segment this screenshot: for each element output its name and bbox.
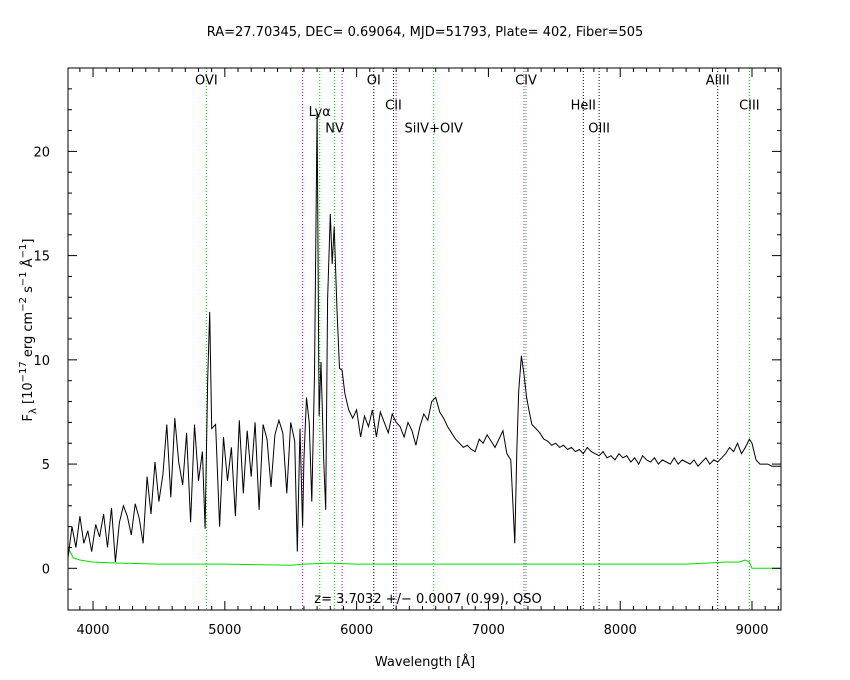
y-axis-label: Fλ [10−17 erg cm−2 s−1 Å−1] <box>18 239 39 422</box>
x-tick-label: 6000 <box>340 623 373 638</box>
error-series <box>67 547 781 569</box>
redshift-annotation: z= 3.7032 +/− 0.0007 (0.99), QSO <box>314 592 541 607</box>
x-tick-label: 7000 <box>472 623 505 638</box>
y-label-part: −17 <box>18 361 29 382</box>
y-label-part: ] <box>21 239 36 244</box>
x-tick-label: 5000 <box>208 623 241 638</box>
line-label-aliii: AlIII <box>706 74 730 89</box>
y-tick-label: 5 <box>42 458 50 473</box>
chart-title: RA=27.70345, DEC= 0.69064, MJD=51793, Pl… <box>207 25 644 40</box>
line-label-heii: HeII <box>571 99 596 114</box>
y-label-part: Å <box>20 258 36 271</box>
plot-frame <box>67 67 782 611</box>
x-tick-label: 4000 <box>76 623 109 638</box>
line-label-nv: NV <box>325 122 344 137</box>
y-label-part: [10 <box>21 382 36 408</box>
y-label-part: erg cm <box>21 312 36 361</box>
x-tick-label: 8000 <box>604 623 637 638</box>
line-label-oi: OI <box>367 74 381 89</box>
y-label-part: λ <box>28 408 39 414</box>
y-label-part: −1 <box>18 244 29 259</box>
line-label-siiv-oiv: SiIV+OIV <box>404 122 463 137</box>
line-label-ovi: OVI <box>195 74 218 89</box>
y-tick-label: 0 <box>42 562 50 577</box>
y-label-part: F <box>21 414 36 421</box>
y-tick-label: 10 <box>33 354 50 369</box>
flux-series <box>67 111 781 563</box>
line-label-oiii: OIII <box>588 122 610 137</box>
y-tick-label: 20 <box>33 145 50 160</box>
flux-line <box>67 111 781 563</box>
error-line <box>67 547 781 569</box>
x-axis-label: Wavelength [Å] <box>375 654 475 670</box>
line-label-cii: CII <box>385 99 402 114</box>
y-tick-label: 15 <box>33 250 50 265</box>
line-label-ly-: Lyα <box>309 105 331 120</box>
y-label-part: −2 <box>18 297 29 312</box>
y-axis-ticks: 0 5 10 15 20 <box>33 67 781 611</box>
x-tick-label: 9000 <box>735 623 768 638</box>
emission-lines <box>205 68 750 610</box>
line-label-ciii: CIII <box>739 99 760 114</box>
y-label-part: −1 <box>18 271 29 286</box>
line-label-civ: CIV <box>515 74 537 89</box>
y-label-part: s <box>21 286 36 297</box>
x-axis-ticks: 4000 5000 6000 7000 8000 9000 <box>76 68 779 638</box>
